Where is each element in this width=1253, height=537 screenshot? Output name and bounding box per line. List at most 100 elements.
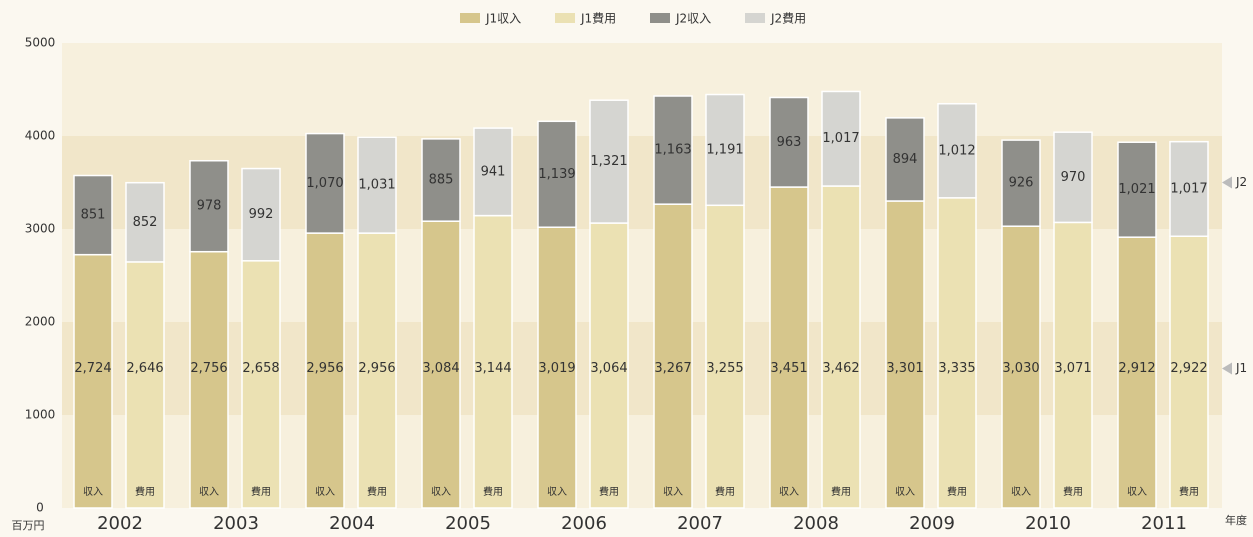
legend-swatch	[555, 13, 575, 23]
value-label: 3,064	[590, 361, 627, 376]
x-tick-label: 2007	[677, 513, 723, 534]
legend-label: J1費用	[580, 11, 616, 26]
value-label: 1,017	[1170, 181, 1207, 196]
value-label: 851	[81, 208, 106, 223]
bar-label: 収入	[83, 486, 103, 498]
x-tick-label: 2005	[445, 513, 491, 534]
bar-segment	[653, 95, 693, 205]
bar-label: 費用	[947, 485, 967, 498]
side-arrow	[1222, 362, 1232, 375]
bar-segment	[421, 220, 461, 509]
legend-label: J2収入	[675, 12, 711, 26]
bar-segment	[821, 185, 861, 509]
bar-label: 費用	[483, 485, 503, 498]
value-label: 3,084	[422, 361, 459, 376]
legend-label: J1収入	[485, 12, 521, 26]
bar-label: 収入	[199, 486, 219, 498]
bar-segment	[653, 203, 693, 509]
value-label: 970	[1061, 170, 1086, 185]
bar-segment	[73, 174, 113, 256]
value-label: 978	[197, 199, 222, 214]
bar-segment	[421, 138, 461, 222]
bar-label: 収入	[431, 486, 451, 498]
value-label: 941	[481, 164, 506, 179]
bar-segment	[769, 96, 809, 188]
legend-swatch	[460, 13, 480, 23]
bar-segment	[885, 200, 925, 509]
x-tick-label: 2011	[1141, 513, 1187, 534]
bar-segment	[937, 197, 977, 509]
value-label: 926	[1009, 176, 1034, 191]
bar-label: 収入	[1011, 486, 1031, 498]
value-label: 3,335	[938, 361, 975, 376]
value-label: 2,922	[1170, 361, 1207, 376]
grid-band	[62, 322, 1222, 415]
bar-segment	[125, 261, 165, 509]
x-tick-label: 2003	[213, 513, 259, 534]
x-tick-label: 2002	[97, 513, 143, 534]
value-label: 2,756	[190, 361, 227, 376]
bar-segment	[473, 127, 513, 217]
value-label: 1,070	[306, 176, 343, 191]
value-label: 1,021	[1118, 182, 1155, 197]
value-label: 3,301	[886, 361, 923, 376]
value-label: 3,144	[474, 361, 511, 376]
value-label: 3,267	[654, 361, 691, 376]
bar-segment	[589, 99, 629, 224]
value-label: 1,321	[590, 154, 627, 169]
bar-label: 収入	[895, 486, 915, 498]
bar-segment	[189, 250, 229, 509]
bar-segment	[1053, 131, 1093, 224]
bar-segment	[1169, 140, 1209, 238]
y-tick-label: 4000	[25, 129, 56, 143]
x-tick-label: 2006	[561, 513, 607, 534]
bar-segment	[241, 260, 281, 509]
value-label: 3,451	[770, 361, 807, 376]
bar-segment	[125, 181, 165, 263]
bar-segment	[1117, 141, 1157, 238]
bar-segment	[537, 120, 577, 228]
x-axis-label: 年度	[1225, 513, 1247, 527]
value-label: 992	[249, 207, 274, 222]
bar-segment	[769, 186, 809, 509]
value-label: 2,646	[126, 361, 163, 376]
bar-label: 収入	[315, 486, 335, 498]
value-label: 3,019	[538, 361, 575, 376]
bar-segment	[885, 117, 925, 202]
y-tick-label: 1000	[25, 408, 56, 422]
y-tick-label: 2000	[25, 315, 56, 329]
value-label: 1,031	[358, 178, 395, 193]
bar-segment	[537, 226, 577, 509]
value-label: 1,163	[654, 143, 691, 158]
bar-segment	[357, 136, 397, 234]
side-label: J1	[1235, 361, 1247, 375]
bar-label: 費用	[251, 485, 271, 498]
value-label: 3,071	[1054, 361, 1091, 376]
value-label: 2,724	[74, 361, 111, 376]
y-tick-label: 0	[36, 501, 44, 515]
bar-segment	[73, 253, 113, 509]
value-label: 2,658	[242, 361, 279, 376]
x-tick-label: 2004	[329, 513, 375, 534]
bar-label: 費用	[715, 485, 735, 498]
bar-segment	[821, 90, 861, 187]
bar-segment	[189, 159, 229, 253]
x-tick-label: 2009	[909, 513, 955, 534]
bar-label: 費用	[1179, 485, 1199, 498]
value-label: 2,956	[306, 361, 343, 376]
bar-segment	[1053, 221, 1093, 509]
bar-label: 収入	[547, 486, 567, 498]
y-tick-label: 3000	[25, 222, 56, 236]
bar-segment	[1169, 235, 1209, 509]
bar-segment	[305, 232, 345, 509]
x-tick-label: 2008	[793, 513, 839, 534]
value-label: 1,139	[538, 167, 575, 182]
bar-label: 費用	[367, 485, 387, 498]
bar-segment	[705, 93, 745, 207]
value-label: 2,956	[358, 361, 395, 376]
side-arrow	[1222, 176, 1232, 189]
legend-swatch	[650, 13, 670, 23]
grid-band	[62, 43, 1222, 136]
y-axis-label: 百万円	[12, 519, 45, 532]
